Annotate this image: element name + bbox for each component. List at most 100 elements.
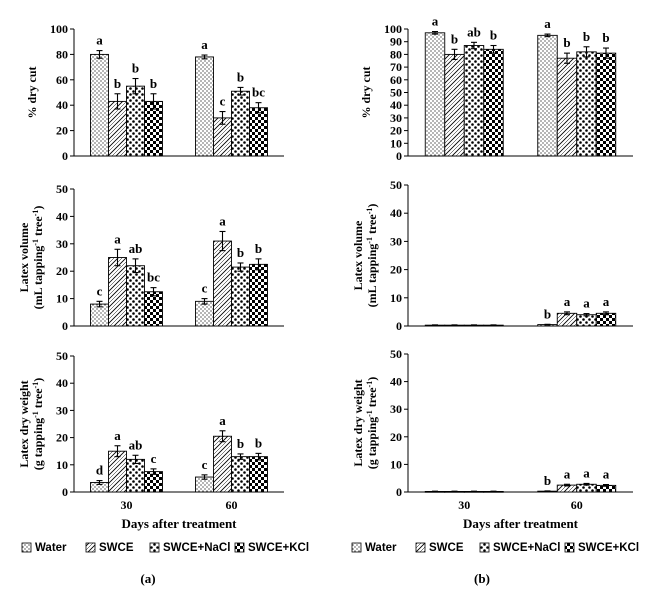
significance-letter: b (255, 241, 262, 256)
legend-label: Water (35, 542, 67, 554)
significance-letter: c (97, 283, 103, 298)
y-axis-label: Latex volume (351, 220, 365, 290)
significance-letter: a (114, 428, 121, 443)
bar-swce-kcl (595, 52, 617, 157)
y-tick-label: 40 (56, 209, 68, 223)
bar-swce-kcl (249, 107, 268, 157)
significance-letter: ab (467, 24, 481, 39)
y-axis-label-part: -1 (365, 237, 374, 244)
y-tick-label: 20 (56, 264, 68, 278)
y-tick-label: 10 (390, 291, 402, 305)
y-axis-label-part: (mL tapping (31, 246, 45, 310)
y-tick-label: 10 (56, 292, 68, 306)
x-tick-label: 30 (458, 498, 470, 512)
y-tick-label: 100 (384, 22, 402, 36)
y-axis-label-units: (g tapping-1 tree-1) (365, 377, 380, 469)
legend-label: Water (365, 542, 397, 554)
y-axis-label-part: -1 (365, 208, 374, 215)
y-axis-label-part: (g tapping (365, 417, 379, 469)
y-axis-label-part: ) (31, 206, 45, 210)
significance-letter: bc (147, 270, 160, 285)
legend-swatch (149, 542, 160, 553)
y-axis-label-part: -1 (31, 210, 40, 217)
y-tick-label: 70 (390, 60, 402, 74)
x-axis-label: Days after treatment (463, 516, 579, 531)
y-tick-label: 20 (390, 430, 402, 444)
bar-swce-nacl (576, 314, 597, 327)
y-axis-label-part: -1 (31, 382, 40, 389)
legend-label: SWCE (429, 542, 464, 554)
significance-letter: a (201, 37, 208, 52)
significance-letter: a (603, 294, 610, 309)
legend-a: Water SWCE SWCE+NaCl SWCE+KCl (a) (21, 542, 309, 586)
y-tick-label: 50 (390, 86, 402, 100)
bar-swce (213, 240, 232, 327)
y-axis-label-part: tree (365, 387, 379, 410)
chart-b-3: 0 10 20 30 40 50 Latex dry weight (g tapping-1 … (351, 347, 633, 531)
y-axis-label-units: (mL tapping-1 tree-1) (31, 206, 46, 310)
y-tick-label: 30 (390, 402, 402, 416)
bar-swce-kcl (483, 48, 504, 157)
y-tick-label: 20 (56, 124, 68, 138)
bar-swce-kcl (144, 100, 163, 157)
significance-letter: b (237, 436, 244, 451)
legend-label: SWCE+NaCl (163, 542, 230, 554)
y-tick-label: 60 (390, 73, 402, 87)
bar-water (195, 56, 214, 157)
significance-letter: c (202, 457, 208, 472)
significance-letter: a (114, 231, 121, 246)
legend-swatch (479, 542, 490, 553)
bar-swce-nacl (126, 265, 145, 327)
y-tick-label: 60 (56, 73, 68, 87)
bar-swce (108, 257, 127, 327)
significance-letter: b (544, 306, 551, 321)
chart-a-3: 0 10 20 30 40 50 Latex dry weight (g tapping-1 … (17, 349, 284, 531)
y-tick-label: 40 (56, 98, 68, 112)
significance-letter: d (96, 463, 104, 478)
y-tick-label: 30 (390, 111, 402, 125)
y-tick-label: 20 (56, 431, 68, 445)
legend-label: SWCE+NaCl (493, 542, 560, 554)
y-tick-label: 40 (390, 375, 402, 389)
significance-letter: b (563, 35, 570, 50)
legend-swatch (564, 542, 575, 553)
y-tick-label: 50 (56, 349, 68, 363)
significance-letter: a (583, 296, 590, 311)
significance-letter: a (219, 413, 226, 428)
bar-swce (444, 53, 465, 157)
y-axis-label-part: (g tapping (31, 418, 45, 470)
y-axis-label-part: ) (31, 378, 45, 382)
significance-letter: b (255, 435, 262, 450)
y-axis-label-part: tree (31, 388, 45, 411)
significance-letter: a (96, 33, 103, 48)
significance-letter: ab (129, 437, 143, 452)
y-tick-label: 0 (396, 149, 402, 163)
significance-letter: a (603, 467, 610, 482)
y-tick-label: 50 (390, 347, 402, 361)
significance-letter: b (490, 28, 497, 43)
significance-letter: b (237, 245, 244, 260)
bar-swce-nacl (576, 51, 597, 157)
y-tick-label: 0 (396, 319, 402, 333)
bar-swce-nacl (231, 266, 250, 327)
significance-letter: a (544, 16, 551, 31)
significance-letter: b (237, 69, 244, 84)
legend-label: SWCE+KCl (248, 542, 309, 554)
bar-swce-nacl (126, 458, 145, 493)
y-tick-label: 80 (390, 47, 402, 61)
significance-letter: c (220, 94, 226, 109)
bar-swce-nacl (231, 456, 250, 493)
y-tick-label: 20 (390, 124, 402, 138)
y-tick-label: 90 (390, 35, 402, 49)
significance-letter: b (150, 76, 157, 91)
y-tick-label: 80 (56, 47, 68, 61)
y-tick-label: 30 (390, 234, 402, 248)
y-tick-label: 100 (50, 22, 68, 36)
bar-swce (108, 450, 127, 493)
significance-letter: c (202, 281, 208, 296)
bar-water (195, 300, 214, 327)
y-tick-label: 0 (62, 149, 68, 163)
